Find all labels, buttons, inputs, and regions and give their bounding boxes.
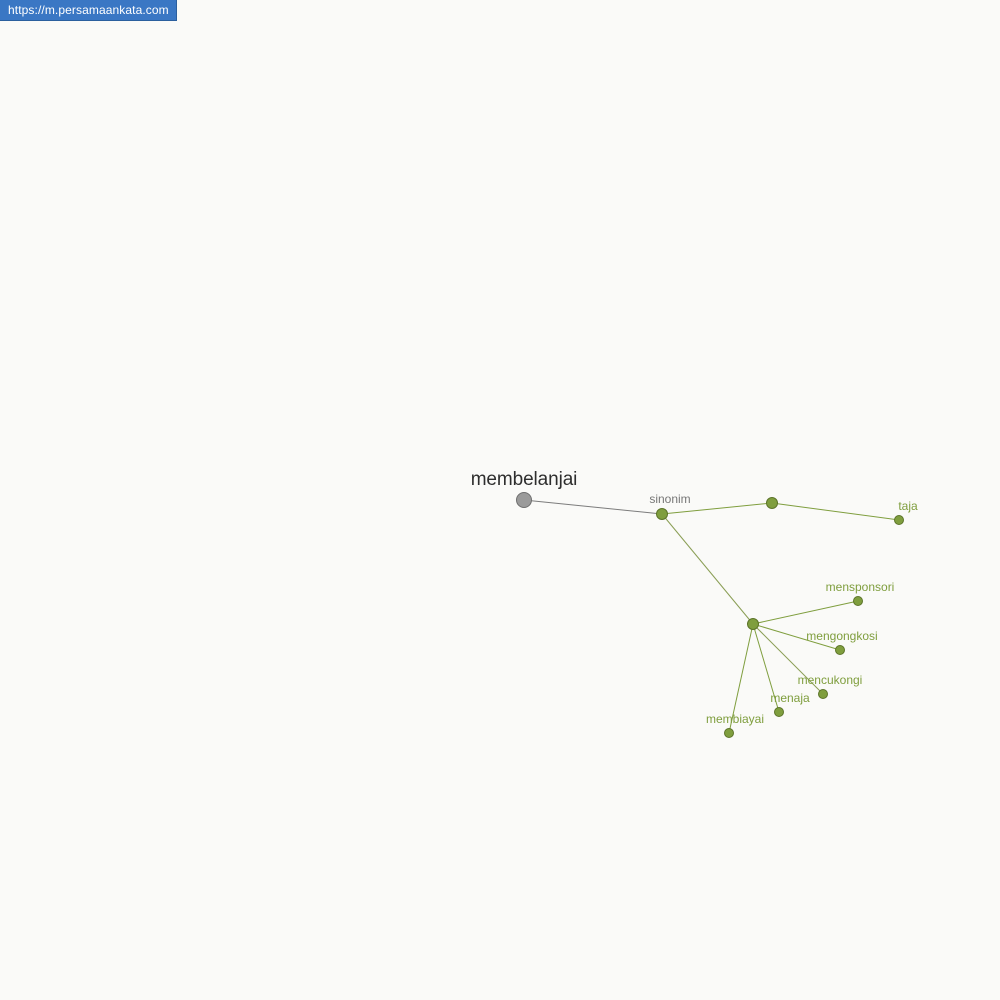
graph-edge (661, 502, 773, 515)
graph-node-label-membiayai: membiayai (705, 712, 765, 726)
graph-node-sinonim[interactable] (656, 508, 668, 520)
graph-edge (523, 499, 663, 515)
graph-node-label-menaja: menaja (770, 691, 810, 705)
graph-node-label-mengongkosi: mengongkosi (806, 629, 878, 643)
graph-node-membiayai[interactable] (724, 728, 734, 738)
graph-node-label-sinonim: sinonim (649, 492, 691, 506)
address-bar-url: https://m.persamaankata.com (8, 2, 169, 17)
graph-node-root[interactable] (516, 492, 532, 508)
address-bar[interactable]: https://m.persamaankata.com (0, 0, 177, 21)
graph-edge (661, 513, 754, 625)
graph-node-label-mencukongi: mencukongi (797, 673, 863, 687)
graph-edge (771, 502, 900, 521)
graph-edge (752, 623, 824, 695)
graph-node-mencukongi[interactable] (818, 689, 828, 699)
graph-node-hub3[interactable] (747, 618, 759, 630)
graph-node-label-mensponsori: mensponsori (825, 580, 895, 594)
graph-node-label-root: membelanjai (470, 469, 578, 490)
graph-node-menaja[interactable] (774, 707, 784, 717)
graph-node-label-taja: taja (898, 499, 918, 513)
graph-edge (752, 623, 841, 651)
graph-node-taja[interactable] (894, 515, 904, 525)
graph-edge (728, 623, 754, 734)
graph-edge (752, 600, 859, 625)
graph-node-mensponsori[interactable] (853, 596, 863, 606)
graph-node-hub2[interactable] (766, 497, 778, 509)
graph-node-mengongkosi[interactable] (835, 645, 845, 655)
graph-edge (752, 623, 780, 713)
